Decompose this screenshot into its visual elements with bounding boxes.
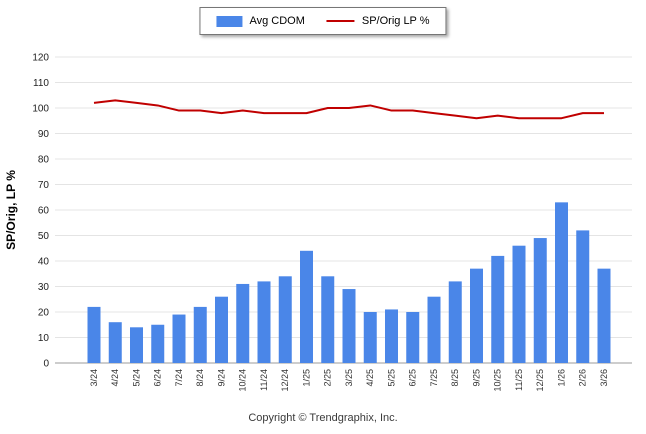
bar-avg-cdom (130, 327, 143, 363)
bar-avg-cdom (278, 276, 292, 363)
sp-orig-lp-line-swatch-icon (326, 20, 355, 22)
bar-avg-cdom (215, 296, 228, 363)
y-tick-label: 40 (38, 257, 50, 268)
x-tick-label: 5/24 (131, 369, 141, 387)
x-tick-label: 8/25 (450, 369, 460, 387)
x-tick-label: 1/25 (301, 369, 311, 387)
x-tick-label: 10/24 (238, 369, 248, 392)
bar-avg-cdom (151, 324, 165, 363)
bar-avg-cdom (300, 250, 313, 363)
bar-avg-cdom (597, 268, 611, 363)
legend-label-avg-cdom: Avg CDOM (249, 15, 305, 27)
bar-avg-cdom (108, 322, 122, 363)
bar-avg-cdom (427, 296, 441, 363)
x-tick-label: 9/24 (216, 369, 226, 387)
x-tick-label: 8/24 (195, 369, 205, 387)
x-tick-label: 4/25 (365, 369, 375, 387)
y-tick-label: 20 (38, 308, 50, 319)
y-tick-label: 100 (32, 104, 49, 115)
bar-avg-cdom (342, 289, 356, 363)
legend-item-avg-cdom: Avg CDOM (216, 15, 305, 27)
x-tick-label: 3/24 (89, 369, 99, 387)
x-tick-label: 6/24 (153, 369, 163, 387)
bar-avg-cdom (193, 306, 207, 363)
legend-label-sp-orig-lp: SP/Orig LP % (361, 15, 430, 27)
bar-avg-cdom (321, 276, 335, 363)
x-tick-label: 3/25 (344, 369, 354, 387)
x-tick-label: 10/25 (493, 369, 503, 392)
x-tick-label: 7/25 (429, 369, 439, 387)
x-tick-label: 12/24 (280, 369, 290, 392)
x-tick-label: 11/24 (259, 369, 269, 391)
bar-avg-cdom (470, 268, 483, 363)
y-tick-label: 0 (43, 359, 49, 370)
x-tick-label: 1/26 (556, 369, 566, 387)
bar-avg-cdom (363, 312, 377, 363)
bar-avg-cdom (236, 283, 250, 363)
y-tick-label: 10 (38, 333, 50, 344)
line-sp-orig-lp (93, 99, 604, 120)
bar-avg-cdom (491, 255, 505, 363)
y-axis-title: SP/Orig, LP % (4, 170, 18, 250)
y-tick-label: 120 (32, 53, 49, 64)
x-tick-label: 2/25 (323, 369, 333, 387)
bar-avg-cdom (172, 314, 186, 363)
bar-avg-cdom (512, 245, 526, 363)
x-tick-label: 2/26 (578, 369, 588, 387)
x-tick-label: 5/25 (386, 369, 396, 387)
y-tick-label: 90 (38, 129, 50, 140)
copyright-text: Copyright © Trendgraphix, Inc. (248, 412, 398, 424)
x-tick-label: 6/25 (408, 369, 418, 387)
bar-avg-cdom (576, 230, 590, 363)
avg-cdom-bar-swatch-icon (216, 15, 243, 27)
legend-item-sp-orig-lp: SP/Orig LP % (326, 15, 430, 27)
x-tick-label: 3/26 (599, 369, 609, 387)
y-tick-label: 110 (33, 78, 49, 89)
x-tick-label: 7/24 (174, 369, 184, 387)
y-tick-label: 60 (38, 206, 50, 217)
y-tick-label: 80 (38, 155, 50, 166)
bar-avg-cdom (385, 309, 398, 363)
bar-avg-cdom (448, 281, 462, 363)
x-tick-label: 4/24 (110, 369, 120, 387)
bar-avg-cdom (555, 202, 568, 363)
y-tick-label: 50 (38, 231, 50, 242)
bar-avg-cdom (87, 306, 101, 363)
bar-avg-cdom (533, 238, 547, 363)
x-tick-label: 12/25 (535, 369, 545, 392)
y-tick-label: 70 (38, 180, 50, 191)
bar-avg-cdom (406, 312, 420, 363)
bar-avg-cdom (257, 281, 271, 363)
x-tick-label: 11/25 (514, 369, 524, 391)
legend: Avg CDOM SP/Orig LP % (199, 7, 447, 35)
y-tick-label: 30 (38, 282, 50, 293)
x-tick-label: 9/25 (471, 369, 481, 387)
